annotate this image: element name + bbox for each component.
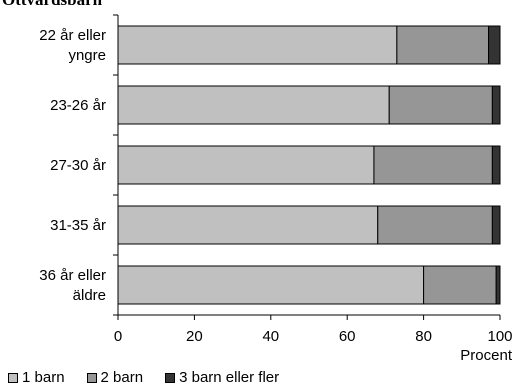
bar-segment-5-series-2 [423, 265, 497, 305]
bar-segment-2-series-3 [491, 85, 501, 125]
x-tick-label-60: 60 [339, 328, 356, 345]
legend: 1 barn 2 barn 3 barn eller fler [8, 369, 279, 386]
category-label-1: 22 år eller yngre [39, 27, 106, 64]
bar-segment-3-series-2 [373, 145, 493, 185]
bar-segment-5-series-3 [495, 265, 501, 305]
legend-label-3-barn: 3 barn eller fler [179, 369, 280, 386]
chart-title-partial: Ottvårdsbarn [2, 0, 102, 10]
category-label-2: 23-26 år [50, 97, 106, 114]
legend-item-2-barn: 2 barn [86, 369, 144, 386]
bar-segment-4-series-3 [491, 205, 501, 245]
x-tick-label-80: 80 [415, 328, 432, 345]
bar-segment-1-series-1 [117, 25, 398, 65]
x-tick-label-20: 20 [186, 328, 203, 345]
x-tick-label-100: 100 [487, 328, 512, 345]
category-label-3: 27-30 år [50, 157, 106, 174]
bar-segment-4-series-2 [377, 205, 493, 245]
bar-segment-3-series-3 [491, 145, 501, 185]
bar-segment-1-series-3 [488, 25, 501, 65]
legend-label-1-barn: 1 barn [22, 369, 65, 386]
legend-swatch-1-barn [8, 372, 18, 383]
legend-item-1-barn: 1 barn [8, 369, 65, 386]
x-tick-label-0: 0 [114, 328, 122, 345]
legend-swatch-2-barn [86, 372, 97, 383]
bar-segment-2-series-1 [117, 85, 390, 125]
category-label-4: 31-35 år [50, 217, 106, 234]
bar-segment-3-series-1 [117, 145, 375, 185]
bar-segment-5-series-1 [117, 265, 425, 305]
bar-segment-2-series-2 [388, 85, 493, 125]
legend-label-2-barn: 2 barn [100, 369, 144, 386]
x-axis-label: Procent [460, 347, 512, 364]
category-label-5: 36 år eller äldre [39, 267, 106, 304]
legend-swatch-3-barn [165, 372, 176, 383]
legend-item-3-barn: 3 barn eller fler [165, 369, 279, 386]
bar-segment-1-series-2 [396, 25, 490, 65]
bar-segment-4-series-1 [117, 205, 379, 245]
x-tick-label-40: 40 [262, 328, 279, 345]
